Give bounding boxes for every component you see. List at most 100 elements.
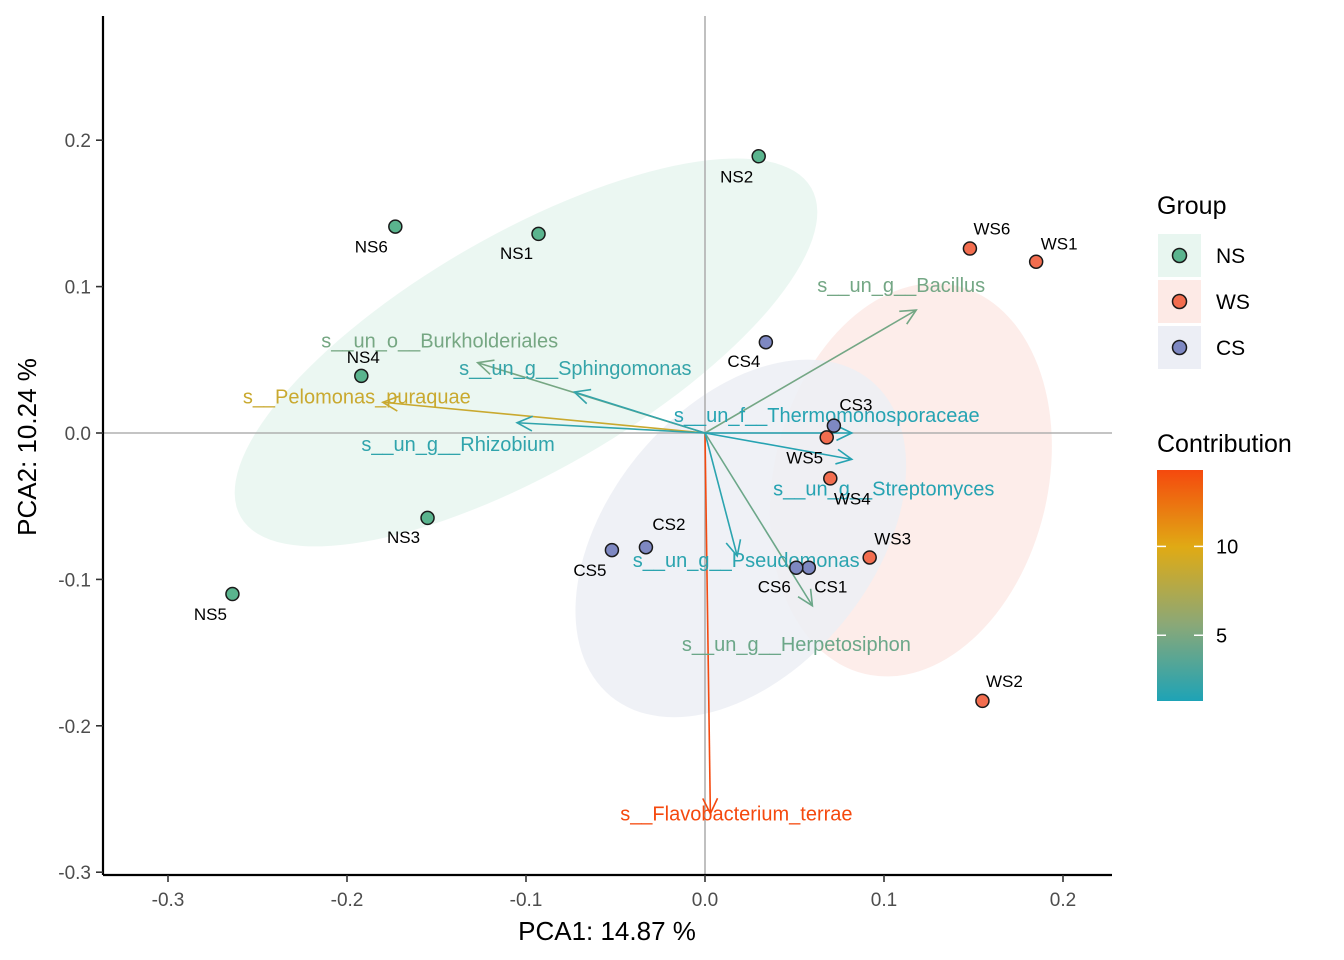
- legend-item-ns: NS: [1158, 234, 1245, 277]
- sample-points: NS1 NS2 NS3 NS4 NS5 NS6 WS1 WS2 WS3 WS4 WS5 WS6 CS1 C…: [194, 149, 1078, 709]
- y-tick-label: -0.3: [58, 863, 91, 884]
- arrow-label: s__Flavobacterium_terrae: [620, 804, 852, 826]
- point-marker: [1028, 254, 1044, 269]
- point-marker: [225, 586, 240, 602]
- arrow-label: s__un_g__Bacillus: [817, 275, 985, 297]
- point-label: CS5: [573, 561, 606, 580]
- arrow-shaft: [704, 432, 814, 607]
- sample-point: NS4: [347, 348, 380, 384]
- legend-group-title: Group: [1157, 192, 1226, 220]
- point-marker: [758, 334, 774, 350]
- point-label: NS2: [720, 167, 753, 186]
- loading-arrows: s__Flavobacterium_terrae s__Pelomonas_pur…: [243, 275, 995, 826]
- arrow-shaft: [704, 432, 712, 814]
- arrow-label: s__un_g__Sphingomonas: [459, 358, 691, 380]
- x-tick-label: -0.3: [152, 890, 185, 911]
- arrow-shaft: [704, 432, 738, 557]
- sample-point: WS1: [1028, 235, 1078, 269]
- sample-point: CS4: [727, 334, 774, 371]
- arrow-shaft: [704, 309, 917, 434]
- point-marker: [388, 219, 403, 234]
- point-marker: [531, 226, 546, 242]
- sample-point: WS6: [962, 220, 1010, 256]
- group-ellipses: [234, 158, 1052, 718]
- axes: -0.3 -0.2 -0.1 0.0 0.1 0.2 -0.3 -0.2 -0.1 0.0 0.1 0…: [58, 16, 1112, 911]
- legend-colorbar-title: Contribution: [1157, 430, 1292, 458]
- point-label: NS6: [355, 238, 388, 257]
- legend-item-ws: WS: [1158, 280, 1250, 323]
- y-tick-label: 0.1: [65, 278, 91, 299]
- ellipse-ns: [234, 158, 818, 547]
- x-tick-label: 0.2: [1050, 890, 1076, 911]
- loading-arrow: s__un_g__Rhizobium: [361, 415, 706, 456]
- point-label: WS1: [1041, 235, 1078, 254]
- point-marker: [826, 418, 842, 433]
- colorbar: [1157, 470, 1203, 701]
- y-tick-label: -0.2: [58, 717, 91, 738]
- sample-point: CS1: [801, 560, 847, 597]
- arrow-head: [835, 448, 854, 465]
- y-tick-label: 0.0: [65, 424, 91, 445]
- sample-point: CS5: [573, 542, 620, 580]
- arrow-head: [380, 395, 400, 412]
- arrow-head: [702, 797, 719, 816]
- point-marker: [638, 539, 654, 555]
- sample-point: WS2: [975, 672, 1023, 709]
- point-marker: [819, 430, 834, 445]
- arrow-shaft: [382, 401, 706, 434]
- sample-point: WS5: [786, 430, 834, 467]
- point-label: CS1: [814, 578, 847, 597]
- colorbar-tick-label: 5: [1216, 625, 1227, 647]
- point-label: CS3: [839, 396, 872, 415]
- y-tick-label: 0.2: [65, 131, 91, 152]
- arrow-label: s__un_o__Burkholderiales: [321, 331, 558, 353]
- loading-arrow: s__un_g__Sphingomonas: [459, 358, 706, 434]
- y-axis-label: PCA2: 10.24 %: [12, 358, 42, 536]
- legend-item-label: NS: [1216, 245, 1245, 268]
- arrow-label: s__un_g__Streptomyces: [773, 478, 994, 500]
- x-tick-label: -0.2: [331, 890, 364, 911]
- point-marker: [354, 368, 369, 384]
- point-label: WS5: [786, 448, 823, 467]
- sample-point: WS4: [823, 471, 871, 508]
- arrow-head: [797, 588, 814, 608]
- point-label: WS4: [834, 489, 871, 508]
- arrow-label: s__un_g__Herpetosiphon: [682, 634, 911, 656]
- arrow-head: [836, 424, 854, 442]
- ellipse-cs: [575, 359, 907, 718]
- x-tick-label: 0.0: [692, 890, 718, 911]
- point-marker: [862, 550, 877, 565]
- x-tick-label: 0.1: [871, 890, 897, 911]
- point-label: WS3: [874, 529, 911, 548]
- arrow-head: [899, 309, 918, 325]
- arrow-shaft: [704, 432, 852, 461]
- point-label: WS2: [986, 672, 1023, 691]
- point-label: NS1: [500, 244, 533, 263]
- x-tick-label: -0.1: [510, 890, 543, 911]
- legend-key-point: [1171, 293, 1188, 310]
- sample-point: NS5: [194, 586, 240, 624]
- sample-point: NS6: [355, 219, 403, 257]
- arrow-label: s__Pelomonas_puraquae: [243, 386, 471, 408]
- point-marker: [420, 510, 435, 526]
- arrow-label: s__un_g__Rhizobium: [361, 434, 554, 456]
- legend-key-point: [1171, 339, 1188, 356]
- x-axis-label: PCA1: 14.87 %: [518, 916, 696, 946]
- point-marker: [604, 542, 620, 558]
- point-marker: [751, 149, 766, 164]
- sample-point: CS6: [758, 560, 804, 597]
- arrow-shaft: [517, 421, 706, 434]
- point-label: NS3: [387, 528, 420, 547]
- point-marker: [801, 560, 817, 575]
- sample-point: CS2: [638, 515, 685, 555]
- arrow-head: [475, 359, 495, 375]
- legend-item-label: WS: [1216, 291, 1250, 314]
- y-tick-label: -0.1: [58, 570, 91, 591]
- loading-arrow: s__Flavobacterium_terrae: [620, 432, 853, 826]
- point-label: NS4: [347, 348, 380, 367]
- colorbar-tick-label: 10: [1216, 536, 1238, 558]
- arrow-head: [725, 539, 742, 558]
- sample-point: NS3: [387, 510, 435, 547]
- sample-point: WS3: [862, 529, 911, 565]
